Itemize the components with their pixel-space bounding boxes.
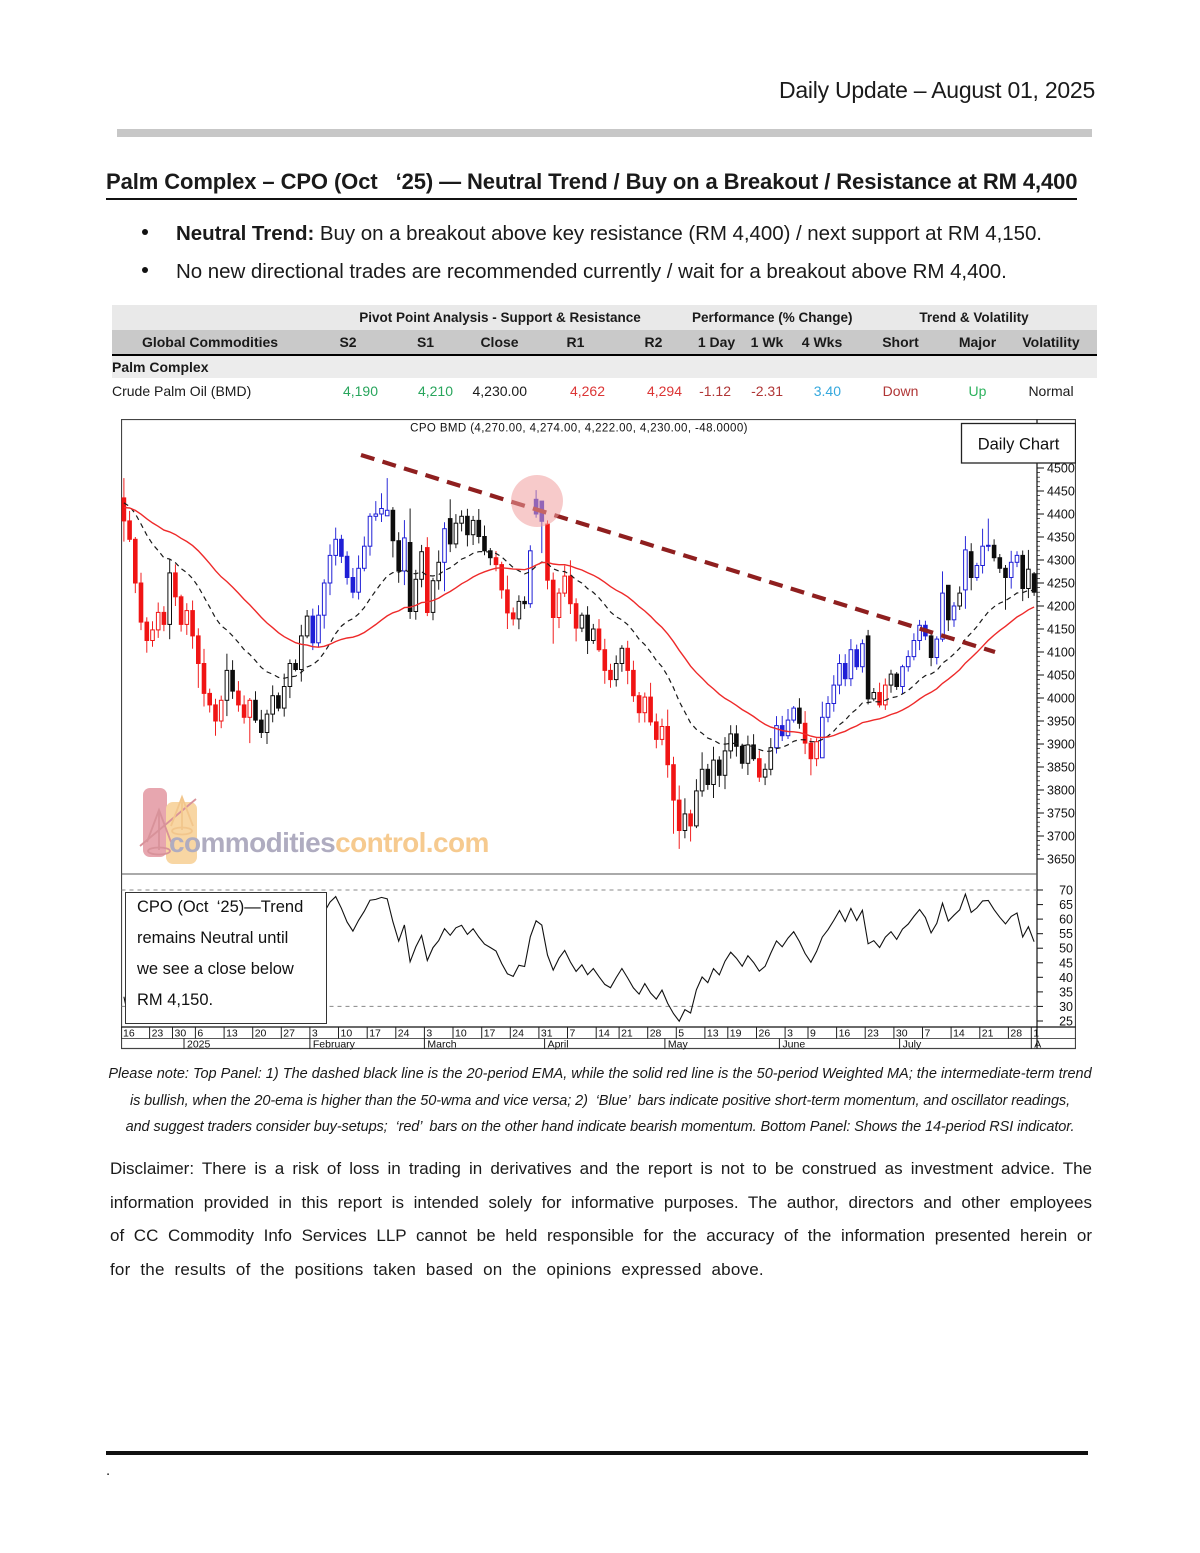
svg-text:February: February <box>313 1039 356 1051</box>
svg-text:21: 21 <box>621 1028 633 1040</box>
svg-text:3800: 3800 <box>1047 784 1075 798</box>
svg-text:16: 16 <box>123 1028 135 1040</box>
svg-text:30: 30 <box>175 1028 187 1040</box>
svg-text:4150: 4150 <box>1047 623 1075 637</box>
svg-text:17: 17 <box>484 1028 496 1040</box>
svg-text:14: 14 <box>598 1028 610 1040</box>
svg-text:30: 30 <box>1059 1000 1073 1014</box>
svg-text:3: 3 <box>787 1028 793 1040</box>
svg-text:45: 45 <box>1059 956 1073 970</box>
svg-text:4100: 4100 <box>1047 646 1075 660</box>
svg-text:50: 50 <box>1059 942 1073 956</box>
svg-text:20: 20 <box>255 1028 267 1040</box>
svg-text:4500: 4500 <box>1047 462 1075 476</box>
svg-text:13: 13 <box>226 1028 238 1040</box>
svg-text:March: March <box>427 1039 456 1051</box>
svg-text:we see a close below: we see a close below <box>136 960 294 978</box>
svg-text:23: 23 <box>152 1028 164 1040</box>
svg-text:28: 28 <box>1010 1028 1022 1040</box>
svg-text:May: May <box>668 1039 689 1051</box>
svg-text:4350: 4350 <box>1047 531 1075 545</box>
svg-text:RM 4,150.: RM 4,150. <box>137 991 213 1009</box>
svg-text:7: 7 <box>570 1028 576 1040</box>
svg-text:24: 24 <box>398 1028 410 1040</box>
svg-text:60: 60 <box>1059 913 1073 927</box>
svg-text:25: 25 <box>1059 1015 1073 1029</box>
svg-text:remains Neutral until: remains Neutral until <box>137 929 288 947</box>
svg-text:3950: 3950 <box>1047 715 1075 729</box>
svg-text:4250: 4250 <box>1047 577 1075 591</box>
svg-text:CPO (Oct ‘25)—Trend: CPO (Oct ‘25)—Trend <box>137 898 303 916</box>
svg-text:3700: 3700 <box>1047 830 1075 844</box>
svg-text:commoditiescontrol.com: commoditiescontrol.com <box>169 827 489 858</box>
svg-text:14: 14 <box>953 1028 965 1040</box>
svg-text:21: 21 <box>982 1028 994 1040</box>
svg-text:6: 6 <box>197 1028 203 1040</box>
svg-text:3750: 3750 <box>1047 807 1075 821</box>
svg-text:4050: 4050 <box>1047 669 1075 683</box>
svg-text:3650: 3650 <box>1047 853 1075 867</box>
svg-text:24: 24 <box>512 1028 524 1040</box>
svg-text:April: April <box>548 1039 569 1051</box>
svg-text:4400: 4400 <box>1047 508 1075 522</box>
svg-text:40: 40 <box>1059 971 1073 985</box>
svg-text:2025: 2025 <box>187 1039 211 1051</box>
svg-text:9: 9 <box>810 1028 816 1040</box>
svg-text:10: 10 <box>455 1028 467 1040</box>
svg-text:Daily Chart: Daily Chart <box>978 436 1060 454</box>
svg-text:13: 13 <box>707 1028 719 1040</box>
svg-text:3: 3 <box>426 1028 432 1040</box>
svg-text:4450: 4450 <box>1047 485 1075 499</box>
svg-text:19: 19 <box>730 1028 742 1040</box>
svg-text:4300: 4300 <box>1047 554 1075 568</box>
svg-text:26: 26 <box>759 1028 771 1040</box>
svg-text:23: 23 <box>867 1028 879 1040</box>
svg-text:4200: 4200 <box>1047 600 1075 614</box>
svg-text:1: 1 <box>1033 1028 1039 1040</box>
svg-text:7: 7 <box>925 1028 931 1040</box>
svg-text:June: June <box>782 1039 805 1051</box>
svg-text:A: A <box>1034 1039 1041 1051</box>
svg-text:July: July <box>903 1039 922 1051</box>
svg-text:28: 28 <box>650 1028 662 1040</box>
svg-text:55: 55 <box>1059 927 1073 941</box>
svg-text:4000: 4000 <box>1047 692 1075 706</box>
svg-text:35: 35 <box>1059 985 1073 999</box>
svg-text:5: 5 <box>678 1028 684 1040</box>
svg-text:31: 31 <box>541 1028 553 1040</box>
svg-text:CPO BMD (4,270.00, 4,274.00, 4: CPO BMD (4,270.00, 4,274.00, 4,222.00, 4… <box>410 423 748 435</box>
svg-text:17: 17 <box>369 1028 381 1040</box>
svg-text:70: 70 <box>1059 884 1073 898</box>
svg-text:65: 65 <box>1059 898 1073 912</box>
svg-text:27: 27 <box>283 1028 295 1040</box>
svg-text:10: 10 <box>341 1028 353 1040</box>
svg-text:3900: 3900 <box>1047 738 1075 752</box>
svg-text:3850: 3850 <box>1047 761 1075 775</box>
svg-text:16: 16 <box>839 1028 851 1040</box>
svg-text:30: 30 <box>896 1028 908 1040</box>
svg-text:3: 3 <box>312 1028 318 1040</box>
